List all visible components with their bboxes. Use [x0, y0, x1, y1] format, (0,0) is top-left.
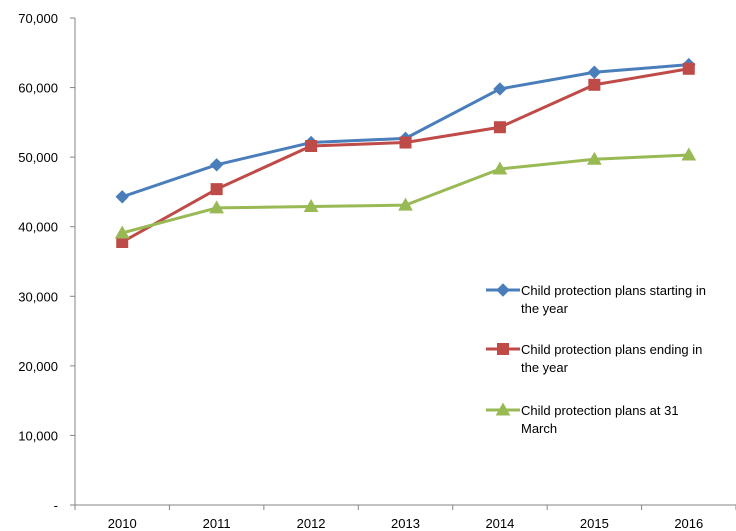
x-tick-label: 2012: [297, 516, 326, 531]
y-tick-label: 50,000: [18, 150, 58, 165]
x-tick-label: 2013: [391, 516, 420, 531]
legend-entry: Child protection plans at 31 March: [486, 402, 679, 436]
x-tick-label: 2014: [485, 516, 514, 531]
legend-label: the year: [521, 301, 569, 316]
x-tick-label: 2010: [108, 516, 137, 531]
data-point: [115, 190, 129, 204]
y-tick-label: 30,000: [18, 289, 58, 304]
y-tick-label: 60,000: [18, 81, 58, 96]
legend-label: the year: [521, 360, 569, 375]
legend-entry: Child protection plans starting in the ye…: [486, 283, 706, 316]
data-point: [493, 121, 506, 134]
data-point: [305, 140, 318, 153]
y-tick-label: 70,000: [18, 11, 58, 26]
data-point: [398, 197, 413, 211]
legend-label: Child protection plans at 31: [521, 403, 679, 418]
data-point: [587, 151, 602, 165]
data-point: [399, 136, 412, 149]
legend-label: Child protection plans ending in: [521, 342, 702, 357]
data-point: [588, 78, 601, 91]
data-point: [209, 200, 224, 214]
series-diamond: [115, 57, 696, 204]
y-axis: - 10,000 20,000 30,000 40,000 50,000 60,000 70,…: [18, 11, 76, 513]
legend-label: Child protection plans starting in: [521, 283, 706, 298]
data-point: [210, 183, 223, 196]
data-point: [493, 82, 507, 96]
legend: Child protection plans starting in the ye…: [486, 283, 706, 436]
y-tick-label: 10,000: [18, 428, 58, 443]
legend-label: March: [521, 421, 557, 436]
series-layer: [114, 57, 697, 249]
series-triangle: [114, 147, 697, 239]
x-tick-label: 2015: [580, 516, 609, 531]
y-tick-label: 40,000: [18, 220, 58, 235]
x-tick-label: 2016: [674, 516, 703, 531]
series-line: [121, 67, 690, 244]
x-tick-label: 2011: [203, 516, 231, 531]
legend-entry: Child protection plans ending in the year: [486, 342, 702, 375]
legend-marker: [497, 343, 509, 355]
x-axis: 2010 2011 2012 2013 2014 2015 2016: [74, 504, 736, 531]
legend-marker: [495, 402, 511, 416]
data-point: [682, 62, 695, 75]
y-tick-label: -: [54, 498, 58, 513]
data-point: [114, 225, 130, 239]
data-point: [587, 65, 602, 79]
y-tick-label: 20,000: [18, 359, 58, 374]
data-point: [303, 199, 319, 213]
legend-marker: [496, 283, 510, 297]
data-point: [492, 161, 508, 175]
series-square: [116, 62, 695, 249]
data-point: [681, 147, 697, 161]
data-point: [209, 158, 224, 172]
